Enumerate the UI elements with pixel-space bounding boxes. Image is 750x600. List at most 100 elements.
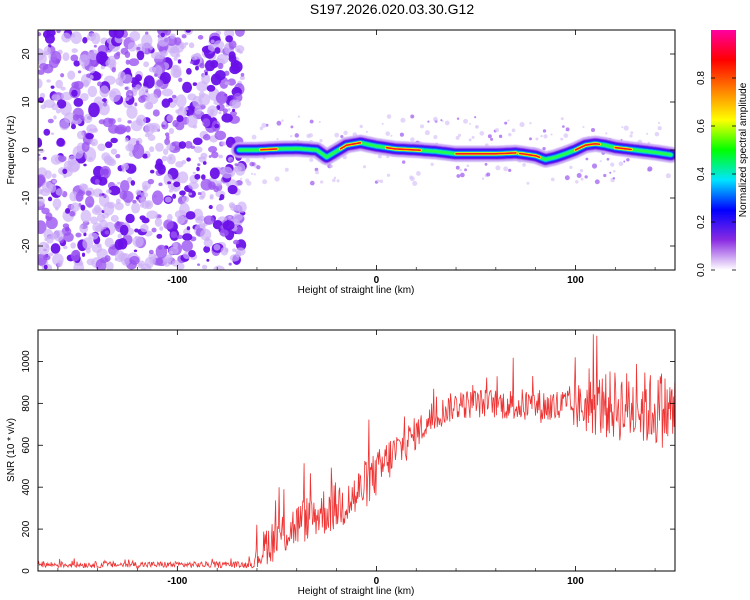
noise-blob [135, 196, 140, 200]
noise-speck [276, 120, 282, 126]
noise-blob [155, 142, 164, 152]
noise-blob [214, 130, 227, 141]
noise-speck [343, 130, 348, 136]
ridge-red-core [339, 142, 362, 150]
noise-blob [43, 99, 56, 109]
noise-blob [177, 171, 189, 184]
noise-blob [191, 54, 198, 61]
noise-blob [131, 202, 141, 214]
noise-blob [111, 66, 116, 73]
noise-blob [71, 48, 78, 53]
noise-speck [239, 177, 243, 180]
noise-blob [138, 96, 146, 103]
noise-blob [148, 66, 157, 73]
ridge-red-core [385, 146, 421, 152]
noise-speck [412, 180, 418, 186]
noise-speck [309, 157, 314, 162]
noise-speck [459, 172, 465, 178]
noise-blob [117, 181, 121, 185]
noise-blob [99, 165, 111, 179]
colorbar-label: Normalized spectral amplitude [738, 82, 749, 217]
noise-blob [130, 180, 136, 186]
noise-speck [575, 180, 579, 184]
noise-blob [129, 93, 133, 96]
noise-blob [99, 51, 108, 60]
noise-speck [508, 168, 512, 172]
snr-x-ticks: -100 0 100 [57, 330, 656, 587]
noise-blob [167, 181, 172, 185]
noise-blob [178, 141, 187, 149]
noise-speck [306, 133, 311, 139]
noise-speck [377, 154, 382, 159]
noise-blob [88, 232, 99, 240]
noise-blob [235, 247, 246, 256]
noise-blob [86, 124, 97, 134]
noise-speck [401, 160, 406, 164]
y-tick: 800 [21, 395, 675, 412]
noise-blob [70, 202, 80, 212]
noise-blob [181, 34, 187, 39]
noise-speck [433, 116, 438, 122]
noise-blob [38, 196, 45, 207]
noise-blob [230, 159, 234, 163]
noise-blob [174, 37, 182, 46]
noise-blob [59, 118, 70, 131]
noise-blob [80, 209, 92, 223]
noise-blob [203, 215, 215, 225]
noise-blob [218, 111, 222, 115]
noise-speck [400, 117, 406, 123]
colorbar: 0.0 0.2 0.4 0.6 0.8 Normalized spectral ampl… [696, 30, 749, 277]
noise-blob [72, 145, 84, 159]
noise-blob [99, 219, 108, 230]
noise-blob [218, 154, 224, 159]
noise-blob [51, 179, 57, 184]
noise-blob [172, 68, 182, 78]
noise-speck [519, 122, 525, 128]
noise-speck [362, 165, 367, 169]
noise-blob [214, 123, 220, 129]
ridge-red-core [574, 142, 601, 151]
noise-blob [71, 89, 78, 97]
noise-speck [646, 132, 649, 135]
noise-blob [228, 51, 236, 60]
noise-blob [185, 211, 196, 220]
noise-speck [542, 146, 546, 151]
noise-blob [89, 75, 94, 80]
noise-blob [134, 228, 139, 233]
noise-blob [115, 250, 125, 263]
noise-blob [161, 50, 168, 57]
noise-blob [79, 223, 89, 234]
noise-blob [154, 217, 163, 227]
y-tick: 10 [21, 96, 675, 108]
y-tick-label: 800 [21, 395, 32, 412]
noise-blob [182, 233, 193, 241]
noise-speck [654, 131, 660, 137]
noise-blob [97, 143, 106, 152]
noise-speck [474, 116, 477, 119]
noise-blob [80, 204, 86, 211]
noise-blob [110, 137, 118, 144]
noise-blob [125, 59, 130, 65]
noise-blob [132, 143, 145, 159]
noise-blob [228, 215, 232, 219]
noise-blob [70, 242, 76, 249]
noise-speck [623, 160, 626, 163]
noise-blob [81, 252, 86, 257]
y-tick: 0 [21, 147, 675, 153]
noise-speck [276, 138, 279, 141]
noise-speck [284, 167, 289, 172]
x-tick-label: 100 [567, 576, 584, 587]
noise-blob [115, 77, 124, 86]
noise-blob [110, 214, 119, 223]
noise-blob [177, 59, 182, 64]
noise-blob [195, 65, 199, 71]
noise-speck [657, 126, 662, 131]
noise-speck [456, 117, 460, 120]
colorbar-tick: 0.8 [696, 71, 736, 85]
colorbar-tick: 0.4 [696, 167, 736, 181]
noise-blob [157, 164, 166, 175]
noise-speck [580, 177, 584, 181]
noise-speck [329, 164, 333, 169]
noise-blob [124, 51, 131, 58]
